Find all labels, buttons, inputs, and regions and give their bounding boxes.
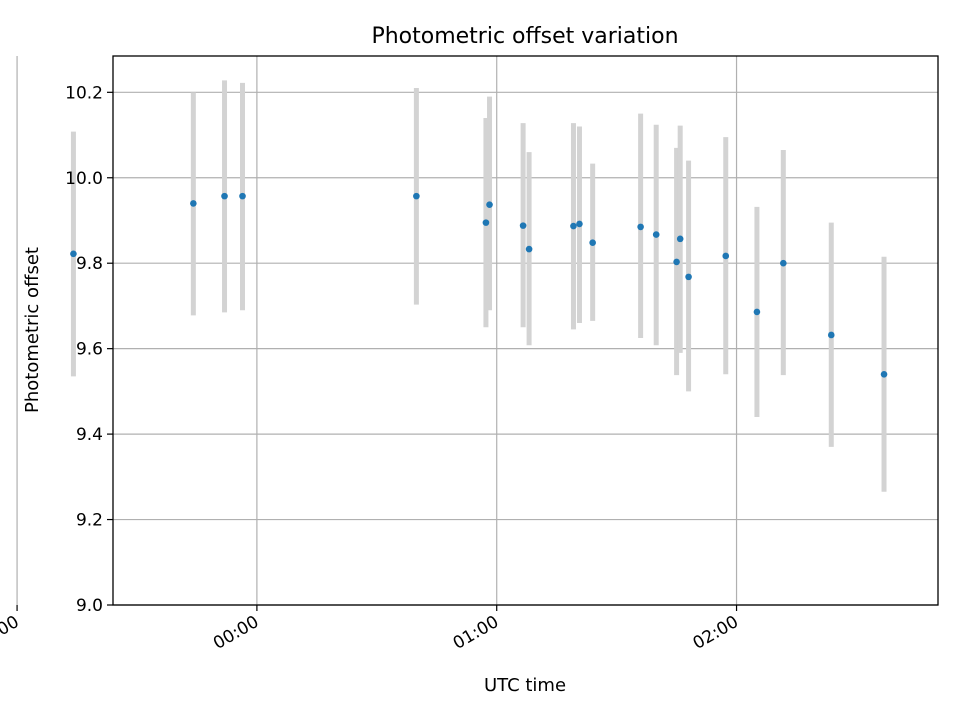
data-point	[576, 220, 583, 228]
chart-title: Photometric offset variation	[371, 24, 678, 49]
x-tick-label: 00:00	[210, 612, 262, 654]
data-point	[780, 259, 787, 267]
data-point	[221, 192, 228, 200]
data-point	[827, 331, 835, 339]
y-tick-label: 9.2	[76, 511, 103, 531]
y-tick-label: 9.0	[76, 596, 103, 616]
data-point	[190, 200, 197, 207]
x-axis-label: UTC time	[484, 675, 566, 696]
data-point	[685, 273, 692, 281]
data-point	[519, 222, 527, 229]
data-point	[589, 239, 596, 247]
plot-frame	[112, 55, 939, 606]
error-bars	[70, 80, 887, 492]
data-point	[525, 245, 533, 253]
y-axis-ticks: 9.0 9.2 9.4 9.6 9.8 10.0 10.2	[65, 83, 113, 616]
data-point	[239, 192, 246, 200]
data-point	[570, 222, 577, 230]
x-tick-label: 01:00	[450, 612, 502, 654]
data-point	[486, 201, 493, 208]
y-tick-label: 9.6	[76, 340, 103, 360]
data-point	[676, 235, 684, 243]
y-tick-label: 9.4	[76, 425, 103, 445]
data-point	[722, 252, 730, 260]
y-tick-label: 10.0	[65, 169, 103, 189]
data-point	[880, 370, 888, 378]
data-point	[70, 250, 77, 258]
data-point	[482, 219, 490, 226]
data-points	[70, 192, 888, 378]
y-tick-label: 9.8	[76, 254, 103, 274]
grid-lines	[16, 56, 938, 606]
data-point	[652, 231, 660, 238]
data-point	[413, 192, 420, 200]
y-tick-label: 10.2	[65, 83, 103, 103]
data-point	[637, 223, 644, 231]
data-point	[673, 258, 680, 266]
data-point	[753, 308, 761, 316]
x-tick-label: 23:00	[0, 612, 23, 654]
y-axis-label: Photometric offset	[22, 247, 43, 413]
x-tick-label: 02:00	[690, 612, 742, 654]
